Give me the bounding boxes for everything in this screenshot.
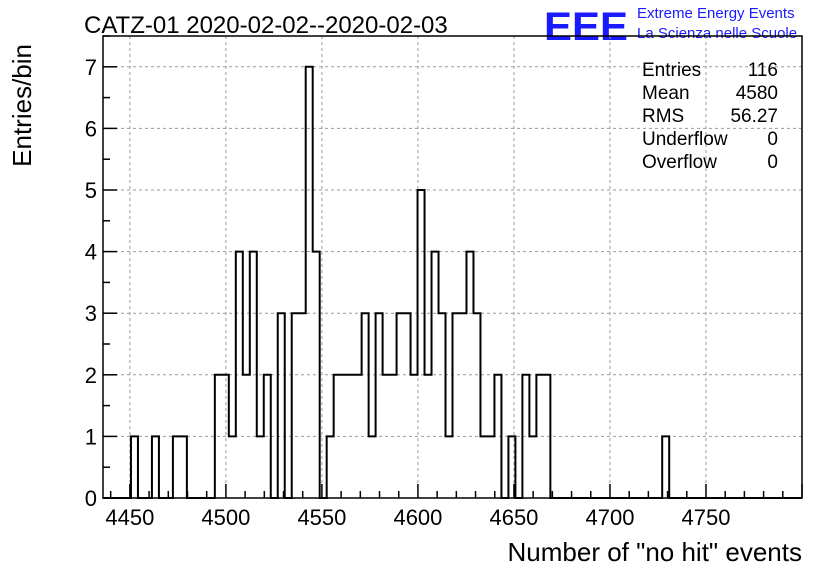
y-tick-label: 1 <box>85 424 97 449</box>
y-axis-label: Entries/bin <box>7 44 37 167</box>
logo-line-2: La Scienza nelle Scuole <box>637 25 797 42</box>
stats-value: 116 <box>748 60 778 81</box>
stats-value: 0 <box>767 129 778 150</box>
stats-label: Underflow <box>642 129 728 150</box>
y-tick-label: 5 <box>85 178 97 203</box>
y-tick-label: 2 <box>85 363 97 388</box>
y-tick-label: 0 <box>85 486 97 511</box>
stats-value: 4580 <box>736 83 778 104</box>
x-tick-label: 4600 <box>393 505 442 530</box>
stats-label: Mean <box>642 83 690 104</box>
logo-line-1: Extreme Energy Events <box>637 5 795 22</box>
plot-frame <box>102 35 803 499</box>
logo-letters: EEE <box>544 5 628 49</box>
x-tick-label: 4650 <box>489 505 538 530</box>
y-tick-label: 4 <box>85 240 97 265</box>
x-tick-label: 4450 <box>105 505 154 530</box>
stats-label: RMS <box>642 106 684 127</box>
chart-title: CATZ-01 2020-02-02--2020-02-03 <box>84 12 448 39</box>
stats-label: Overflow <box>642 152 717 173</box>
x-tick-label: 4750 <box>682 505 731 530</box>
stats-value: 56.27 <box>730 106 778 127</box>
x-axis-label: Number of "no hit" events <box>508 537 803 567</box>
y-tick-label: 7 <box>85 55 97 80</box>
x-tick-label: 4700 <box>585 505 634 530</box>
tick-labels: 4450 4500 4550 4600 4650 4700 4750 0 1 2 3 4 5 6 7 <box>85 55 731 530</box>
stats-label: Entries <box>642 60 701 81</box>
y-tick-label: 3 <box>85 301 97 326</box>
axis-ticks <box>103 35 803 499</box>
stats-value: 0 <box>767 152 778 173</box>
eee-logo: EEE Extreme Energy Events La Scienza nel… <box>544 5 797 49</box>
x-tick-label: 4550 <box>297 505 346 530</box>
x-tick-label: 4500 <box>201 505 250 530</box>
y-tick-label: 6 <box>85 116 97 141</box>
